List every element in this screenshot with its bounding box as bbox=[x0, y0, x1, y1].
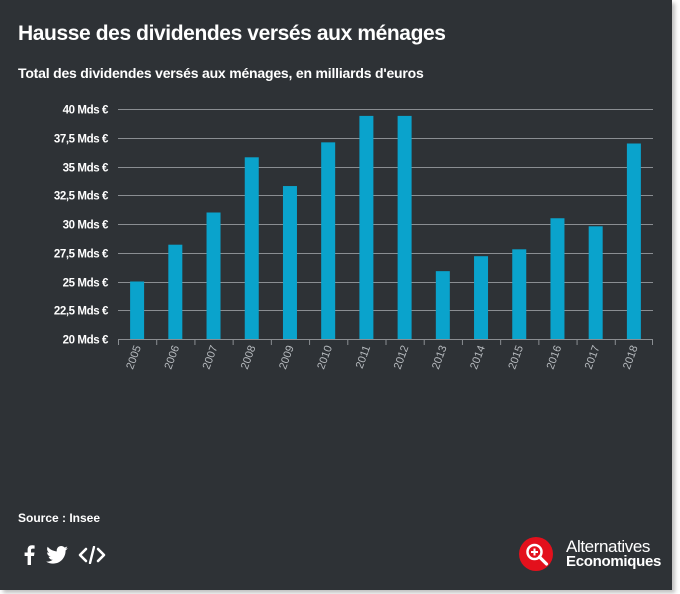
chart-subtitle: Total des dividendes versés aux ménages,… bbox=[18, 65, 424, 81]
brand-line2: Economiques bbox=[566, 553, 662, 570]
x-tick-label: 2014 bbox=[468, 344, 488, 371]
x-tick-label: 2017 bbox=[583, 344, 603, 371]
x-tick-label: 2012 bbox=[392, 344, 412, 371]
bar bbox=[282, 186, 297, 339]
y-tick-label: 25 Mds € bbox=[63, 278, 109, 290]
bar bbox=[397, 115, 412, 340]
x-tick-label: 2011 bbox=[354, 344, 373, 370]
bar bbox=[168, 244, 183, 339]
x-tick-label: 2016 bbox=[545, 344, 565, 371]
bar bbox=[626, 143, 641, 339]
x-tick-label: 2005 bbox=[124, 344, 144, 371]
bar bbox=[244, 157, 259, 339]
facebook-icon[interactable] bbox=[22, 545, 36, 570]
bar bbox=[588, 226, 603, 339]
bar bbox=[512, 249, 527, 339]
chart-title: Hausse des dividendes versés aux ménages bbox=[18, 22, 446, 45]
y-tick-label: 20 Mds € bbox=[63, 335, 109, 347]
y-tick-label: 35 Mds € bbox=[63, 163, 109, 175]
bar bbox=[359, 115, 374, 340]
embed-code-icon[interactable] bbox=[78, 545, 106, 569]
bar bbox=[435, 271, 450, 339]
bar bbox=[321, 142, 336, 339]
x-tick-label: 2018 bbox=[621, 344, 641, 371]
twitter-icon[interactable] bbox=[46, 546, 68, 569]
y-tick-label: 37,5 Mds € bbox=[54, 134, 109, 146]
y-tick-label: 22,5 Mds € bbox=[54, 306, 109, 318]
source-note: Source : Insee bbox=[18, 511, 101, 525]
y-tick-label: 32,5 Mds € bbox=[54, 191, 109, 203]
bar bbox=[206, 212, 221, 339]
bar bbox=[474, 256, 489, 339]
x-tick-label: 2007 bbox=[201, 344, 221, 371]
brand-line1: Alternatives bbox=[566, 537, 651, 556]
bar bbox=[130, 281, 145, 339]
x-tick-label: 2006 bbox=[162, 344, 182, 371]
share-bar bbox=[22, 545, 106, 570]
y-tick-label: 40 Mds € bbox=[63, 105, 109, 117]
y-tick-label: 27,5 Mds € bbox=[54, 249, 109, 261]
x-tick-label: 2015 bbox=[506, 344, 526, 371]
x-tick-label: 2009 bbox=[277, 344, 297, 371]
magnifier-logo-icon bbox=[519, 537, 553, 571]
bar bbox=[550, 218, 565, 339]
bar-chart: 20 Mds € 22,5 Mds € 25 Mds € 27,5 Mds € 30 M… bbox=[54, 105, 653, 371]
x-tick-label: 2010 bbox=[315, 344, 335, 371]
y-tick-label: 30 Mds € bbox=[63, 220, 109, 232]
x-tick-label: 2013 bbox=[430, 344, 450, 371]
x-tick-label: 2008 bbox=[239, 344, 259, 371]
brand-name: Alternatives Economiques bbox=[566, 537, 662, 570]
